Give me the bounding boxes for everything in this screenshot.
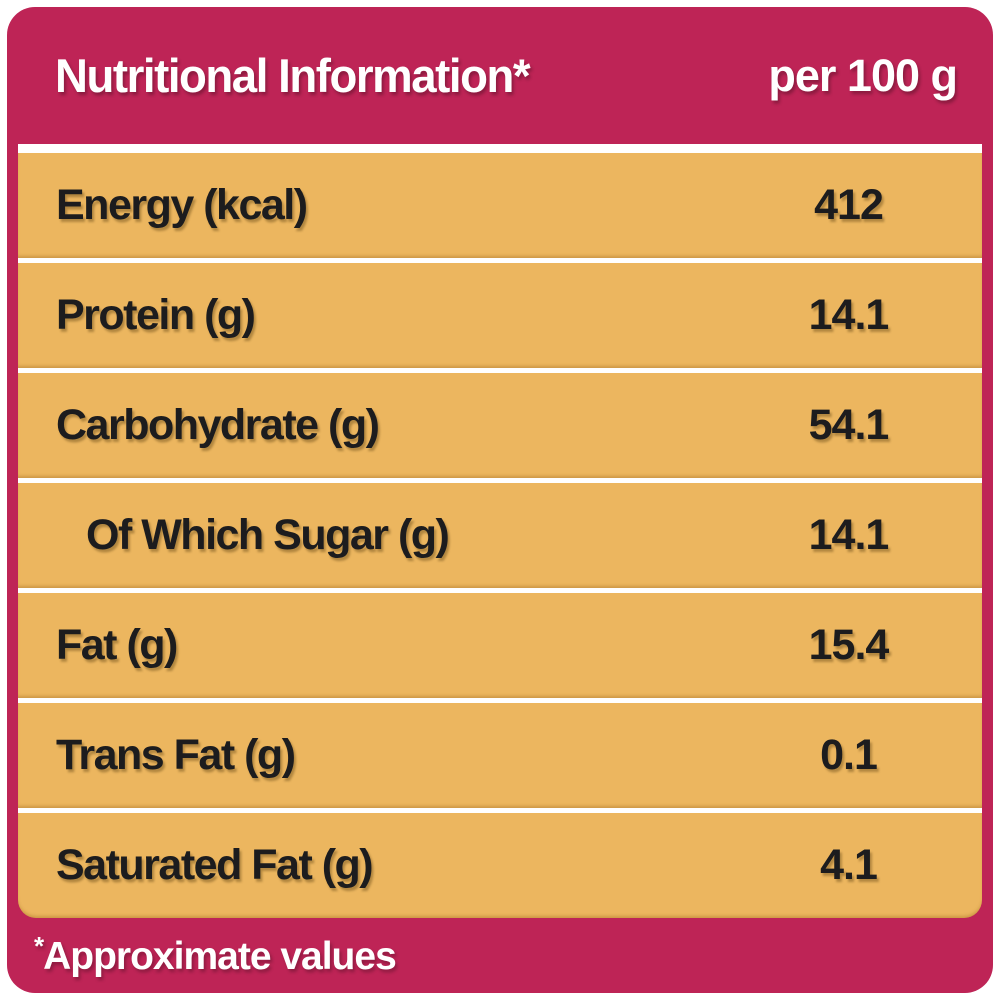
footnote-asterisk: *: [34, 931, 44, 961]
footnote-text: Approximate values: [43, 935, 397, 978]
nutrient-name: Protein (g): [56, 291, 256, 339]
nutrient-value: 412: [814, 181, 884, 229]
nutrient-name: Saturated Fat (g): [56, 841, 374, 889]
nutrient-value: 14.1: [808, 291, 890, 339]
nutrition-table: Energy (kcal) 412 Protein (g) 14.1 Carbo…: [18, 144, 982, 918]
nutrient-name: Fat (g): [56, 621, 178, 669]
nutrient-value: 4.1: [820, 841, 878, 889]
nutrient-name: Carbohydrate (g): [56, 401, 380, 449]
nutrition-label-card: Nutritional Information* per 100 g Energ…: [7, 7, 993, 993]
nutrient-value: 14.1: [808, 511, 890, 559]
table-row-protein: Protein (g) 14.1: [18, 263, 982, 368]
table-row-sugar: Of Which Sugar (g) 14.1: [18, 483, 982, 588]
table-row-trans-fat: Trans Fat (g) 0.1: [18, 703, 982, 808]
approximate-values-note: *Approximate values: [34, 933, 397, 979]
label-footer: *Approximate values: [7, 918, 993, 996]
nutrient-value: 0.1: [820, 731, 878, 779]
table-row-saturated-fat: Saturated Fat (g) 4.1: [18, 813, 982, 918]
nutrient-name: Of Which Sugar (g): [86, 511, 450, 559]
label-title: Nutritional Information*: [55, 49, 531, 102]
nutrient-name: Trans Fat (g): [56, 731, 296, 779]
table-row-carbohydrate: Carbohydrate (g) 54.1: [18, 373, 982, 478]
table-row-energy: Energy (kcal) 412: [18, 153, 982, 258]
nutrient-value: 15.4: [808, 621, 890, 669]
label-header: Nutritional Information* per 100 g: [7, 7, 993, 144]
serving-size-text: per 100 g: [768, 49, 958, 101]
nutrient-value: 54.1: [808, 401, 890, 449]
nutrient-name: Energy (kcal): [56, 181, 308, 229]
table-row-fat: Fat (g) 15.4: [18, 593, 982, 698]
